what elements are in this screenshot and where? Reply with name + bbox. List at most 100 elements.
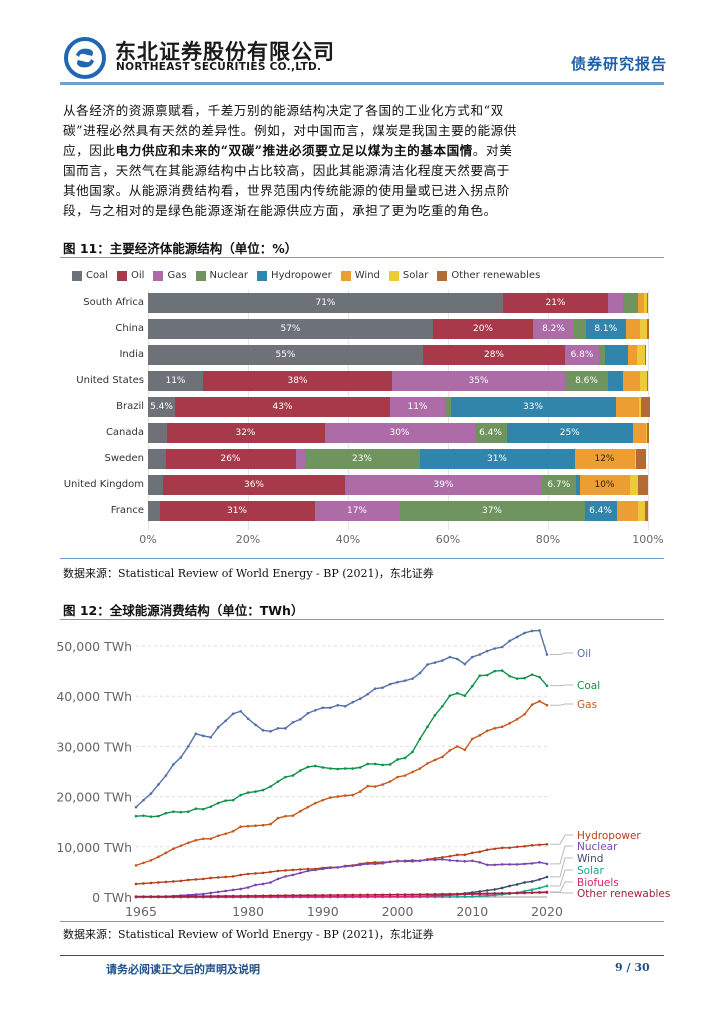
x-tick-label: 2000 bbox=[382, 904, 414, 919]
bar-segment-oil: 26% bbox=[165, 449, 296, 469]
series-end-label: Hydropower bbox=[577, 830, 641, 842]
data-point bbox=[500, 891, 504, 895]
data-point bbox=[418, 671, 422, 675]
data-point bbox=[418, 859, 422, 863]
page-number: 9 / 30 bbox=[615, 961, 650, 974]
data-point bbox=[545, 875, 549, 879]
data-point bbox=[187, 810, 190, 813]
data-point bbox=[441, 892, 444, 896]
data-point bbox=[314, 868, 317, 872]
data-point bbox=[201, 877, 205, 881]
x-tick-label: 60% bbox=[435, 533, 461, 546]
legend-swatch bbox=[153, 270, 164, 281]
category-label: France bbox=[110, 505, 144, 516]
data-point bbox=[523, 844, 526, 848]
y-tick-label: 30,000 TWh bbox=[56, 739, 132, 754]
data-point bbox=[523, 862, 526, 866]
bar-segment-oil: 21% bbox=[503, 293, 608, 313]
bar-segment-solar bbox=[637, 345, 645, 365]
company-logo bbox=[64, 37, 106, 79]
data-point bbox=[411, 750, 414, 754]
data-point bbox=[194, 838, 198, 842]
data-point bbox=[530, 888, 534, 892]
data-point bbox=[478, 850, 482, 854]
data-point bbox=[224, 894, 227, 898]
data-point bbox=[508, 722, 511, 725]
data-point bbox=[396, 775, 399, 779]
data-point bbox=[269, 894, 272, 897]
data-point bbox=[284, 814, 287, 818]
energy-mix-bar-chart: 0% 20% 40% 60% 80% 100% South Africa 71% 21% Chin… bbox=[63, 290, 664, 546]
data-point bbox=[538, 891, 541, 894]
data-point bbox=[209, 894, 213, 898]
data-point bbox=[373, 893, 377, 897]
data-point bbox=[508, 884, 511, 888]
data-point bbox=[224, 875, 227, 879]
data-point bbox=[411, 859, 414, 862]
legend-swatch bbox=[437, 270, 448, 281]
data-point bbox=[246, 824, 250, 828]
legend-item-oil: Oil bbox=[117, 270, 144, 281]
header-divider bbox=[60, 82, 664, 85]
data-point bbox=[231, 829, 235, 833]
bar-segment-oil: 20% bbox=[433, 319, 533, 339]
data-point bbox=[299, 893, 302, 897]
x-tick-label: 2020 bbox=[531, 904, 563, 919]
data-point bbox=[254, 894, 257, 898]
data-point bbox=[261, 788, 265, 792]
bar-segment-wind bbox=[616, 501, 638, 521]
data-point bbox=[328, 706, 332, 710]
category-label: United Kingdom bbox=[63, 479, 144, 490]
data-point bbox=[366, 762, 369, 766]
data-point bbox=[530, 880, 534, 883]
bar-segment-wind bbox=[622, 371, 640, 391]
data-point bbox=[441, 755, 444, 759]
legend-swatch bbox=[117, 270, 128, 281]
data-point bbox=[493, 888, 496, 891]
data-point bbox=[493, 647, 496, 650]
data-point bbox=[485, 889, 489, 892]
data-point bbox=[157, 881, 160, 884]
data-point bbox=[336, 866, 340, 869]
bar-segment-nuclear bbox=[599, 345, 605, 365]
data-point bbox=[515, 635, 519, 639]
data-point bbox=[426, 663, 429, 666]
x-tick-label: 40% bbox=[335, 533, 361, 546]
data-point bbox=[515, 891, 519, 895]
bar-segment-wind: 10% bbox=[579, 475, 630, 495]
data-point bbox=[224, 799, 227, 802]
data-point bbox=[403, 756, 407, 760]
bar-segment-other-renewables bbox=[647, 319, 649, 339]
data-point bbox=[538, 675, 541, 679]
data-point bbox=[381, 893, 384, 897]
data-point bbox=[299, 769, 302, 772]
data-point bbox=[291, 868, 295, 872]
legend-label: Hydropower bbox=[271, 270, 332, 281]
series-end-label: Coal bbox=[577, 680, 600, 692]
series-line-oil bbox=[135, 629, 548, 808]
data-point bbox=[291, 894, 295, 897]
series-end-label: Wind bbox=[577, 853, 603, 865]
data-point bbox=[418, 767, 422, 770]
data-point bbox=[358, 893, 362, 897]
category-label: India bbox=[119, 349, 144, 360]
data-point bbox=[291, 774, 295, 777]
data-point bbox=[523, 631, 526, 635]
bar-segment-oil: 28% bbox=[423, 345, 565, 365]
category-label: China bbox=[115, 323, 144, 334]
figure-12-source: 数据来源：Statistical Review of World Energy … bbox=[63, 928, 434, 941]
data-point bbox=[470, 895, 474, 898]
data-point bbox=[239, 709, 242, 713]
data-point bbox=[314, 708, 317, 712]
data-point bbox=[194, 732, 198, 736]
data-point bbox=[515, 845, 519, 849]
data-point bbox=[239, 873, 242, 877]
data-point bbox=[336, 795, 340, 798]
label-leader-line bbox=[550, 857, 573, 878]
data-point bbox=[299, 868, 302, 871]
data-point bbox=[418, 893, 422, 896]
bar-segment-coal: 55% bbox=[148, 345, 423, 365]
data-point bbox=[231, 894, 235, 898]
x-tick-label: 1980 bbox=[232, 904, 264, 919]
bar-segment-other-renewables bbox=[645, 501, 648, 521]
